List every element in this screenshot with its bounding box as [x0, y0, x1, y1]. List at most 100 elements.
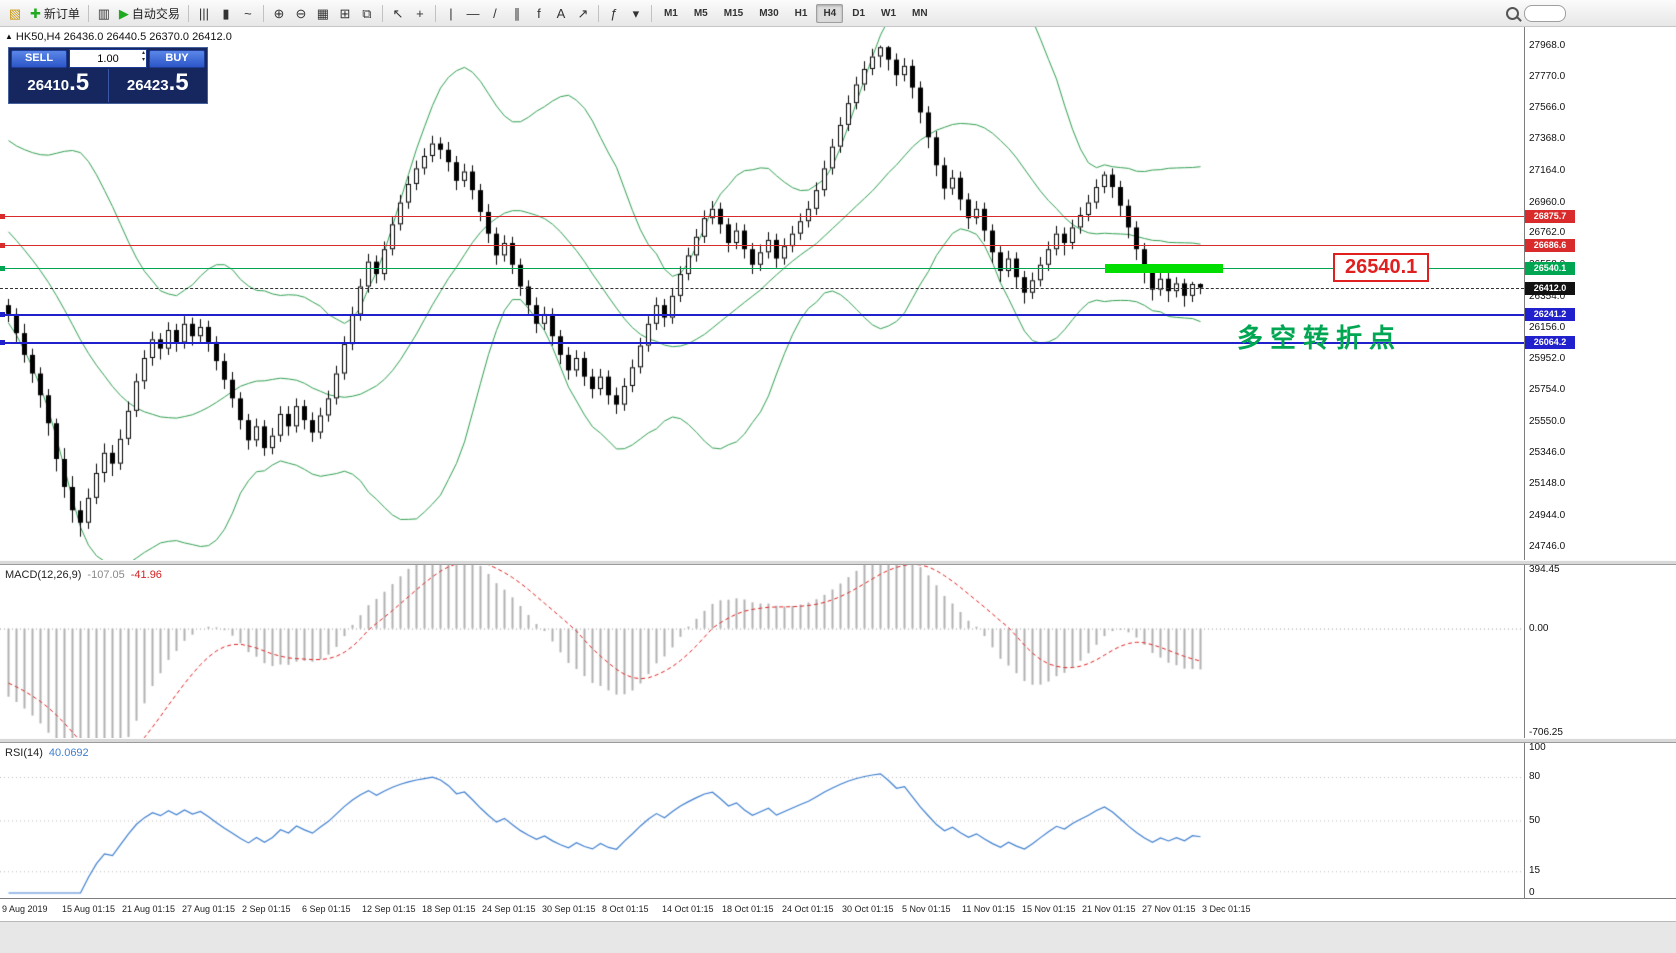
- grid-button[interactable]: ▦: [312, 3, 334, 24]
- window-bottom-area: [0, 921, 1676, 953]
- time-axis-label: 27 Aug 01:15: [182, 904, 236, 914]
- macd-axis-label: -706.25: [1529, 727, 1563, 738]
- cascade-windows-icon: ⧉: [362, 5, 372, 21]
- sell-button[interactable]: SELL: [11, 49, 67, 68]
- time-axis-label: 8 Oct 01:15: [602, 904, 649, 914]
- vertical-line-icon: |: [449, 5, 453, 21]
- toolbar-separator: [87, 4, 89, 22]
- sell-price[interactable]: 26410.5: [9, 69, 108, 102]
- fibonacci-button[interactable]: f: [528, 3, 550, 24]
- timeframe-m5-button[interactable]: M5: [687, 4, 715, 23]
- horizontal-line-button[interactable]: —: [462, 3, 484, 24]
- macd-main-value: -107.05: [87, 569, 125, 581]
- main-chart-canvas[interactable]: [0, 27, 1524, 560]
- toolbar-search: [1506, 5, 1566, 22]
- timeframe-h4-button[interactable]: H4: [816, 3, 844, 23]
- profiles-icon: ▥: [97, 5, 111, 21]
- rsi-axis-label: 50: [1529, 814, 1541, 826]
- vertical-line-button[interactable]: |: [440, 3, 462, 24]
- line-chart-button[interactable]: ~: [237, 3, 259, 24]
- text-button[interactable]: A: [550, 3, 572, 24]
- rsi-axis-label: 80: [1529, 771, 1541, 782]
- trendline-button[interactable]: /: [484, 3, 506, 24]
- auto-trading-button[interactable]: ▶ 自动交易: [115, 3, 184, 24]
- search-input[interactable]: [1524, 5, 1566, 22]
- time-axis-label: 2 Sep 01:15: [242, 904, 291, 914]
- line-chart-icon: ~: [244, 5, 252, 21]
- timeframe-m1-button[interactable]: M1: [657, 4, 685, 23]
- panel-divider[interactable]: [0, 560, 1676, 565]
- time-axis-label: 6 Sep 01:15: [302, 904, 351, 914]
- one-click-trading-panel: SELL 1.00 ▴ ▾ BUY 26410.5 26423.5: [8, 47, 208, 104]
- arrows-icon: ↗: [577, 5, 589, 21]
- zoom-out-button[interactable]: ⊖: [290, 3, 312, 24]
- timeframe-m30-button[interactable]: M30: [752, 4, 785, 23]
- cascade-windows-button[interactable]: ⧉: [356, 3, 378, 24]
- timeframe-d1-button[interactable]: D1: [845, 4, 872, 23]
- timeframe-m15-button[interactable]: M15: [717, 4, 750, 23]
- macd-axis-label: 0.00: [1529, 622, 1549, 634]
- price-axis-label: 25952.0: [1529, 353, 1566, 365]
- timeframe-mn-button[interactable]: MN: [905, 4, 935, 23]
- volume-value: 1.00: [97, 52, 119, 65]
- macd-signal-value: -41.96: [130, 569, 162, 581]
- one-click-prices-row: 26410.5 26423.5: [9, 69, 207, 102]
- toolbar-separator: [381, 4, 383, 22]
- time-axis-label: 18 Sep 01:15: [422, 904, 476, 914]
- new-order-icon: ✚: [30, 5, 41, 21]
- price-axis-label: 25148.0: [1529, 478, 1566, 490]
- cursor-button[interactable]: ↖: [387, 3, 409, 24]
- candlestick-chart-button[interactable]: ▮: [215, 3, 237, 24]
- buy-button[interactable]: BUY: [149, 49, 205, 68]
- level-price-tag: 26540.1: [1525, 261, 1575, 275]
- price-axis-label: 25754.0: [1529, 383, 1566, 395]
- indicators-list-button[interactable]: ▾: [625, 3, 647, 24]
- time-axis: 9 Aug 2019 15 Aug 01:15 21 Aug 01:15 27 Aug…: [0, 898, 1676, 921]
- new-order-button[interactable]: ✚ 新订单: [26, 3, 84, 24]
- level-price-tag: 26064.2: [1525, 335, 1575, 349]
- indicators-button[interactable]: ƒ: [603, 3, 625, 24]
- volume-field[interactable]: 1.00 ▴ ▾: [69, 49, 147, 68]
- toolbar-separator: [187, 4, 189, 22]
- arrows-button[interactable]: ↗: [572, 3, 594, 24]
- price-axis: 27968.0 27770.0 27566.0 27368.0 27164.0 26960…: [1524, 27, 1676, 921]
- time-axis-label: 3 Dec 01:15: [1202, 904, 1251, 914]
- price-axis-label: 27164.0: [1529, 164, 1566, 176]
- time-axis-label: 30 Sep 01:15: [542, 904, 596, 914]
- timeframe-h1-button[interactable]: H1: [788, 4, 815, 23]
- search-icon[interactable]: [1506, 7, 1519, 20]
- time-axis-label: 24 Oct 01:15: [782, 904, 834, 914]
- price-axis-label: 26156.0: [1529, 321, 1566, 333]
- timeframe-w1-button[interactable]: W1: [874, 4, 903, 23]
- volume-up-button[interactable]: ▴: [141, 50, 145, 56]
- level-price-tag: 26875.7: [1525, 209, 1575, 223]
- panel-divider[interactable]: [0, 738, 1676, 743]
- time-axis-label: 9 Aug 2019: [2, 904, 48, 914]
- time-axis-label: 21 Nov 01:15: [1082, 904, 1136, 914]
- profiles-button[interactable]: ▥: [93, 3, 115, 24]
- buy-price[interactable]: 26423.5: [107, 69, 208, 102]
- channel-button[interactable]: ∥: [506, 3, 528, 24]
- price-axis-label: 24746.0: [1529, 540, 1566, 552]
- time-axis-label: 5 Nov 01:15: [902, 904, 951, 914]
- volume-spinner: ▴ ▾: [142, 50, 145, 64]
- auto-trading-icon: ▶: [118, 5, 129, 21]
- rsi-name: RSI(14): [5, 747, 43, 759]
- price-axis-label: 27968.0: [1529, 39, 1566, 51]
- price-axis-label: 26354.0: [1529, 290, 1566, 302]
- new-chart-button[interactable]: ▧: [4, 3, 26, 24]
- volume-down-button[interactable]: ▾: [141, 57, 145, 63]
- macd-panel-canvas[interactable]: [0, 565, 1524, 738]
- zoom-in-icon: ⊕: [273, 5, 285, 21]
- tile-windows-button[interactable]: ⊞: [334, 3, 356, 24]
- bar-chart-button[interactable]: |||: [193, 3, 215, 24]
- rsi-panel-canvas[interactable]: [0, 743, 1524, 898]
- rsi-value: 40.0692: [48, 747, 89, 759]
- crosshair-button[interactable]: +: [409, 3, 431, 24]
- zoom-in-button[interactable]: ⊕: [268, 3, 290, 24]
- sell-price-frac: .5: [69, 69, 90, 96]
- time-axis-label: 14 Oct 01:15: [662, 904, 714, 914]
- price-axis-label: 27566.0: [1529, 102, 1566, 114]
- new-order-button-label: 新订单: [43, 6, 80, 21]
- toolbar-separator: [434, 4, 436, 22]
